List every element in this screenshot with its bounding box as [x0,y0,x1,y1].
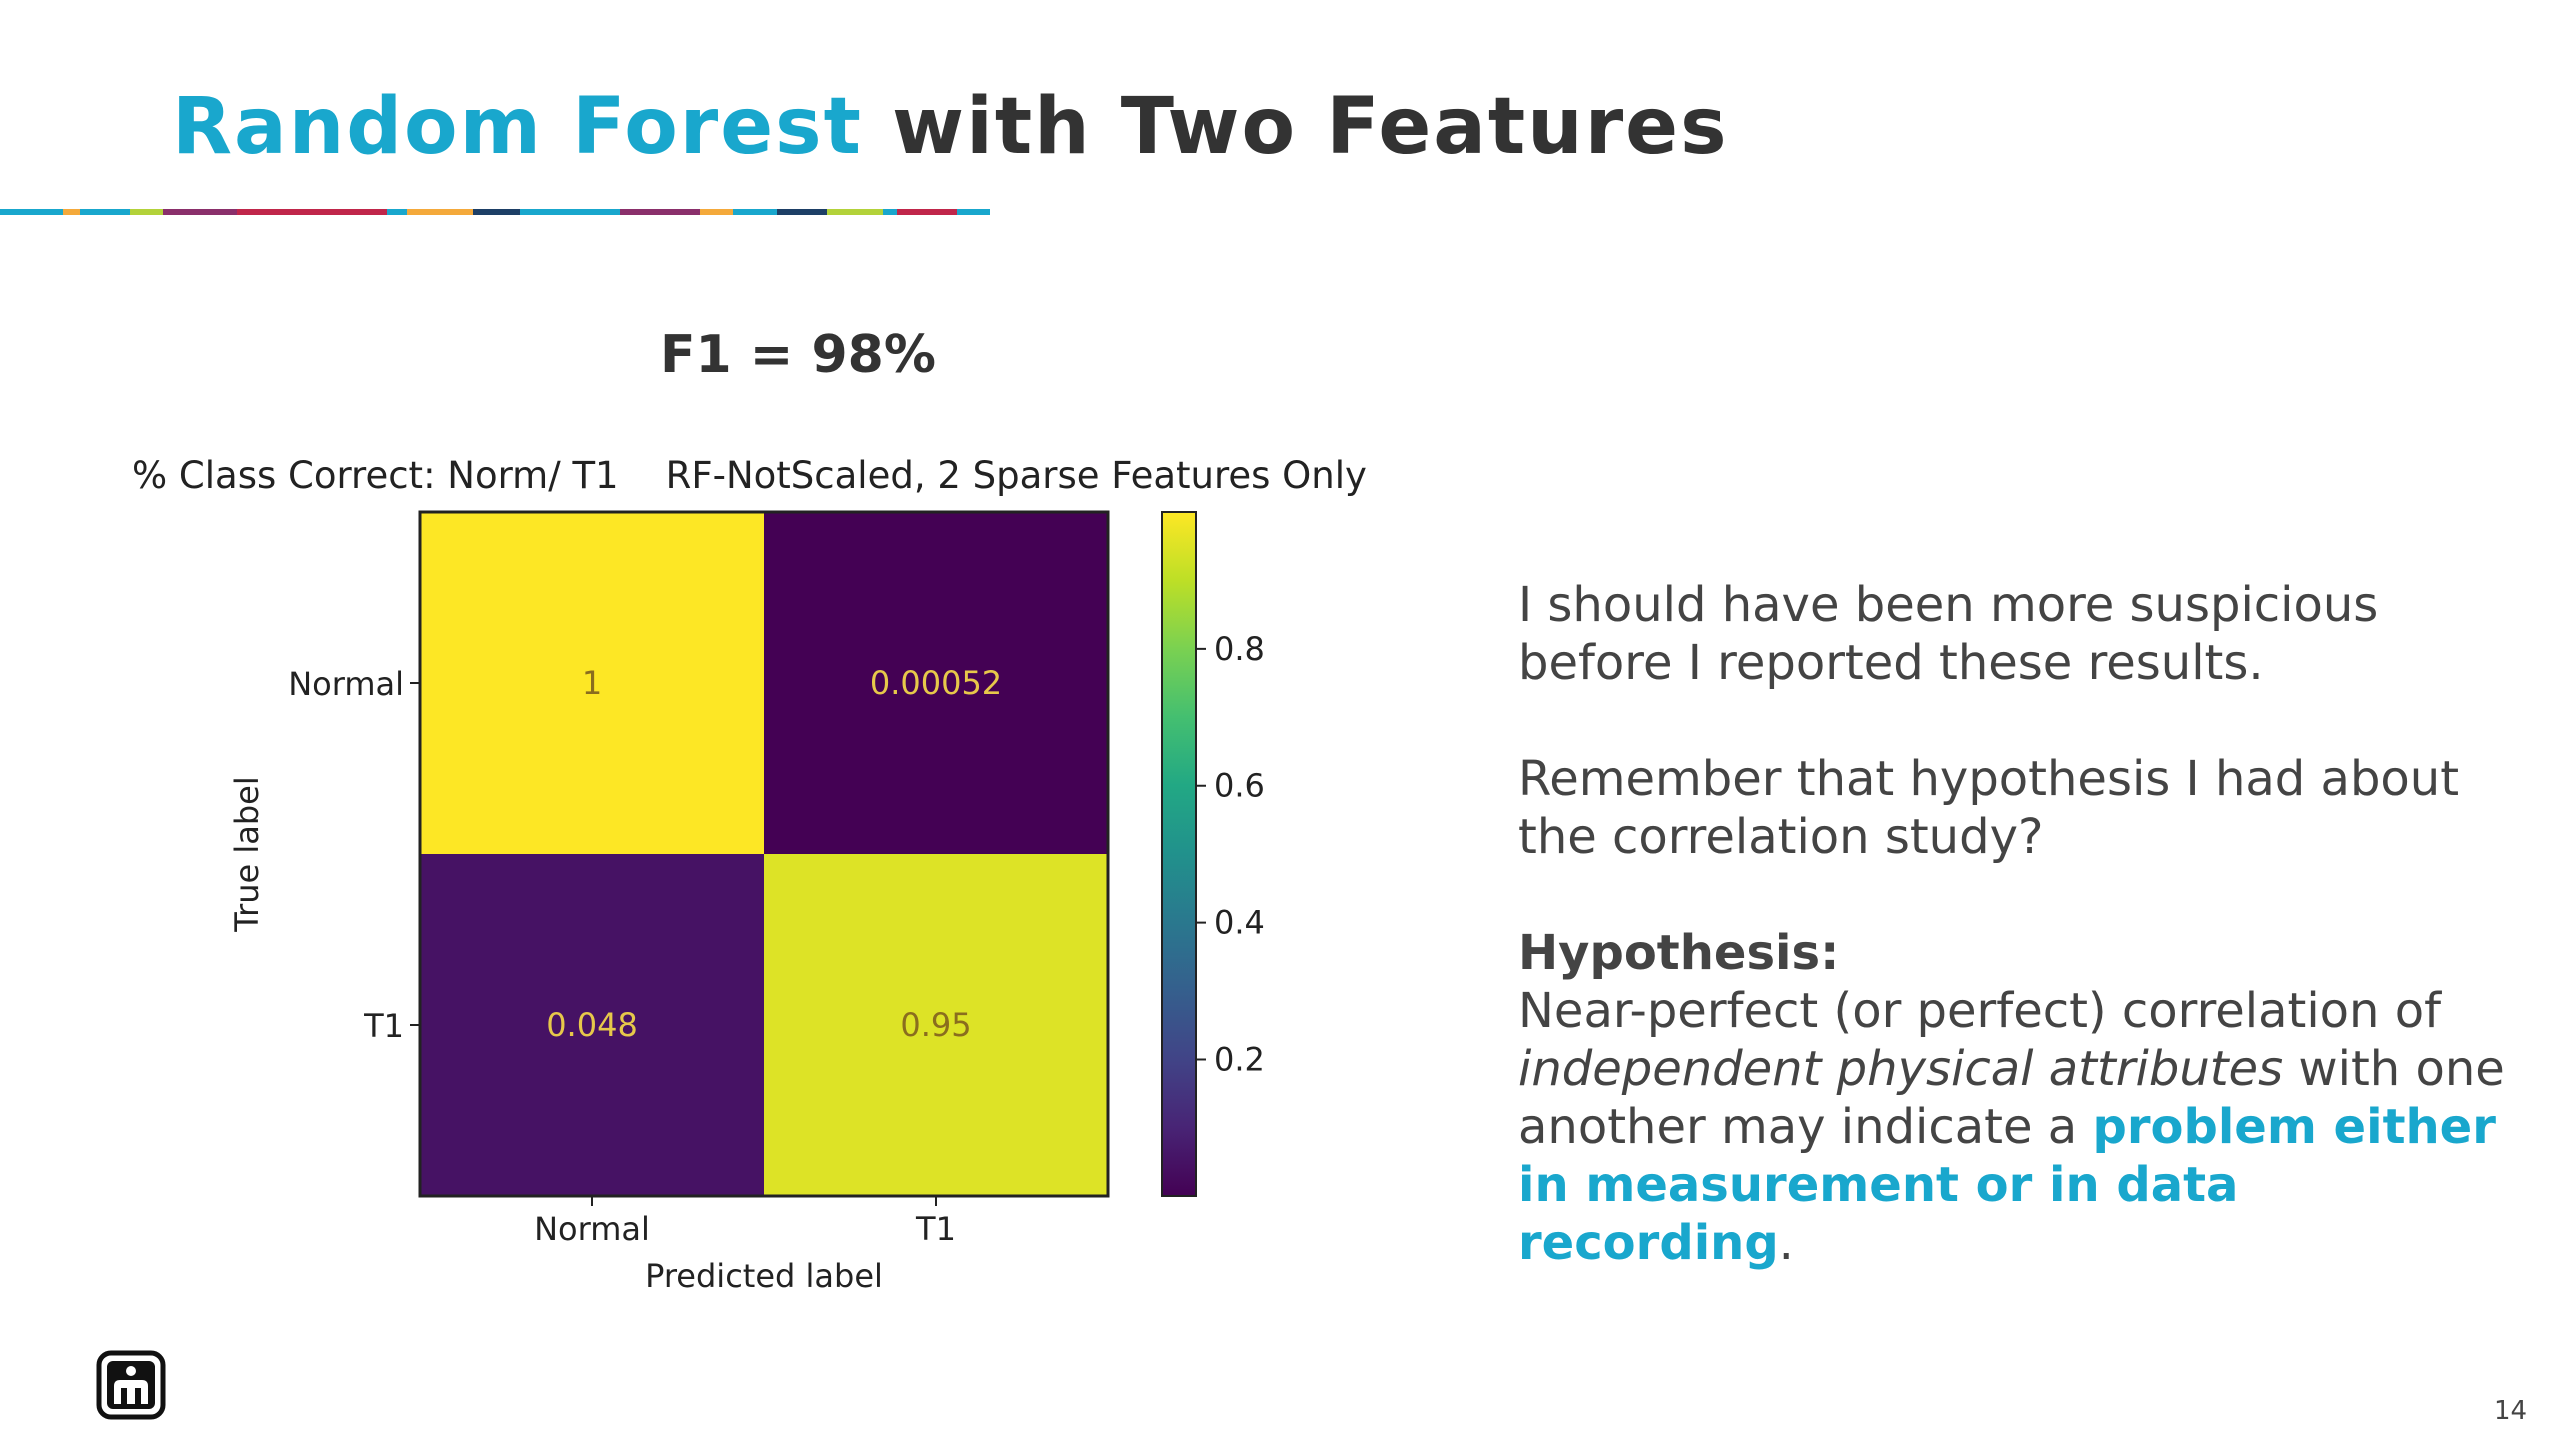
heatmap-cell [764,512,1108,854]
title-rule-segment [620,209,700,215]
hypothesis-heading: Hypothesis: [1518,925,1840,981]
paragraph-suspicious: I should have been more suspicious befor… [1518,577,2379,691]
title-rule-segment [520,209,620,215]
title-rule-segment [826,209,884,215]
page-number: 14 [2494,1396,2528,1426]
x-tick-label: T1 [915,1210,956,1248]
colorbar-tick-label: 0.2 [1214,1040,1265,1078]
matrix-frame [418,510,1110,1198]
cell-value-label: 0.95 [900,1006,971,1044]
colorbar-tick-label: 0.6 [1214,767,1265,805]
cell-value-label: 1 [582,664,602,702]
y-tick-label: Normal [288,665,404,703]
colorbar [1161,511,1197,1197]
title-rule-segment [896,209,957,215]
title-rule-segment [700,209,734,215]
y-tick-label: T1 [363,1007,404,1045]
title-rule-segment [80,209,130,215]
title-rule-segment [236,209,387,215]
hypothesis-end: . [1778,1215,1794,1271]
title-rule-segment [163,209,237,215]
heatmap-cell [764,854,1108,1196]
title-rule-segment [386,209,407,215]
title-rule-segment [956,209,990,215]
slide-title-accent: Random Forest [172,82,863,172]
heatmap-cell [420,512,764,854]
title-rule-segment [733,209,777,215]
heatmap-cell [420,854,764,1196]
slide-title: Random Forest with Two Features [172,82,1729,172]
title-rule-segment [0,209,64,215]
colorbar-tick-label: 0.8 [1214,630,1265,668]
title-rule-segment [63,209,80,215]
title-rule-segment [473,209,520,215]
colorbar-tick-label: 0.4 [1214,904,1265,942]
hypothesis-italic: independent physical attributes [1518,1041,2284,1097]
x-axis-label: Predicted label [645,1257,883,1295]
x-tick-label: Normal [534,1210,650,1248]
paragraph-hypothesis-reminder: Remember that hypothesis I had about the… [1518,751,2460,865]
sandia-logo-icon [96,1350,166,1420]
hypothesis-part-2: with one another may indicate a [1518,1041,2505,1155]
title-divider [0,209,990,215]
body-text: I should have been more suspicious befor… [1518,576,2518,1272]
hypothesis-part-1: Near-perfect (or perfect) correlation of [1518,983,2441,1039]
title-rule-segment [776,209,827,215]
y-axis-label: True label [228,776,266,933]
hypothesis-highlight: problem either in measurement or in data… [1518,1099,2496,1271]
cell-value-label: 0.048 [546,1006,638,1044]
hypothesis-text: Near-perfect (or perfect) correlation of… [1518,982,2518,1272]
confusion-matrix-chart: % Class Correct: Norm/ T1 RF-NotScaled, … [132,454,1367,1295]
title-rule-segment [406,209,474,215]
slide-title-rest: with Two Features [862,82,1729,172]
chart-title: % Class Correct: Norm/ T1 RF-NotScaled, … [132,454,1367,497]
cell-value-label: 0.00052 [870,664,1002,702]
title-rule-segment [883,209,897,215]
f1-score: F1 = 98% [660,325,936,385]
title-rule-segment [130,209,164,215]
